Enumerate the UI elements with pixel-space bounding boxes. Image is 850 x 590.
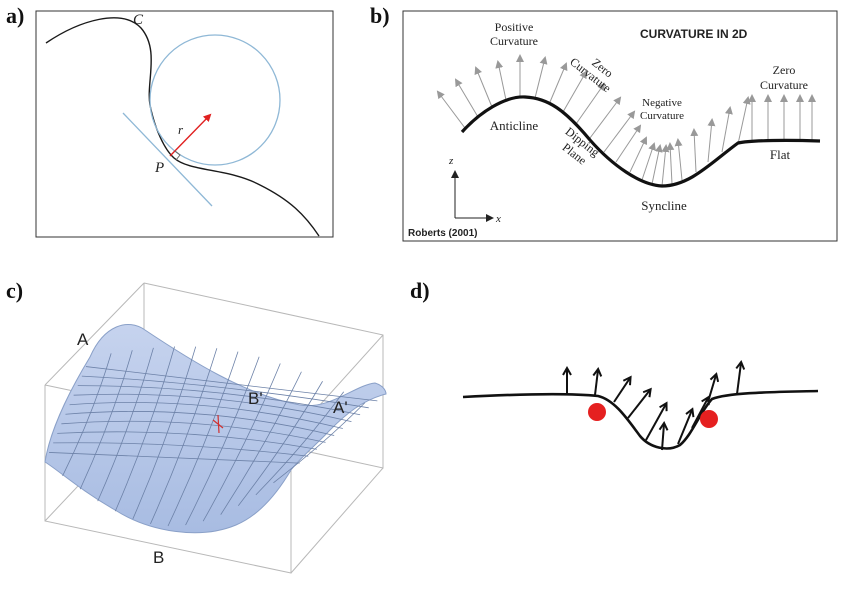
label-zero2-2: Curvature: [760, 78, 808, 92]
grid-line: [237, 381, 323, 506]
surface-grid: [49, 346, 378, 527]
normal-arrow: [737, 363, 741, 395]
tangent-line: [122, 112, 213, 207]
panel-a: a) C r P: [6, 3, 334, 238]
panel-d-label: d): [410, 278, 430, 303]
grid-line: [150, 348, 218, 525]
grid-line: [65, 411, 335, 436]
curve-c-label: C: [133, 12, 144, 28]
normal-vector: [575, 82, 606, 125]
normal-arrow: [677, 410, 692, 445]
label-zero2-1: Zero: [773, 63, 796, 77]
grid-line: [114, 346, 175, 512]
normal-vector: [661, 144, 670, 187]
radius-label: r: [178, 122, 184, 137]
grid-line: [61, 420, 326, 443]
normal-vector: [674, 138, 683, 181]
panel-b-title: CURVATURE IN 2D: [640, 27, 748, 41]
normal-vector: [436, 90, 466, 129]
point-p-label: P: [154, 160, 164, 176]
point-a-prime-label: A': [333, 398, 348, 417]
normal-vector: [454, 78, 479, 118]
grid-line: [49, 452, 300, 464]
normal-arrow: [645, 404, 666, 441]
point-b-label: B: [153, 548, 164, 567]
normal-vector: [615, 124, 642, 163]
normal-vector: [690, 128, 699, 173]
normal-vector: [721, 106, 733, 153]
label-negative-1: Negative: [642, 97, 682, 109]
osculating-circle: [149, 34, 281, 166]
panel-a-frame: [35, 10, 334, 238]
grid-line: [77, 385, 361, 416]
normal-arrow: [595, 370, 598, 396]
normal-vector: [603, 110, 636, 153]
normal-vector: [629, 136, 648, 173]
label-positive-1: Positive: [495, 20, 534, 34]
surface-profile: [462, 389, 819, 450]
panel-d: d): [410, 278, 819, 451]
normal-vector: [562, 70, 587, 113]
panel-c-label: c): [6, 278, 23, 303]
panel-b-frame: [402, 10, 838, 242]
normal-vector: [534, 56, 548, 99]
saddle-point-mark-2: [217, 414, 220, 434]
normal-arrow: [627, 390, 650, 419]
normal-vector: [549, 62, 568, 103]
radius-arrow: [169, 113, 212, 157]
normal-arrows: [567, 363, 741, 451]
normal-arrow: [662, 424, 664, 451]
normal-vector: [737, 96, 751, 145]
point-b-prime-label: B': [248, 389, 263, 408]
grid-line: [85, 366, 378, 402]
grid-line: [220, 371, 302, 515]
panel-b: b) CURVATURE IN 2D Positive Curvature Ze…: [370, 3, 838, 242]
label-syncline: Syncline: [641, 198, 687, 213]
label-flat: Flat: [770, 147, 791, 162]
grid-line: [167, 351, 239, 527]
saddle-surface: [44, 324, 387, 534]
normal-vector: [589, 96, 622, 139]
point-a-label: A: [77, 330, 89, 349]
grid-line: [62, 353, 112, 477]
grid-line: [202, 363, 281, 522]
grid-line: [73, 393, 352, 423]
grid-line: [273, 402, 366, 484]
normal-arrow: [613, 378, 630, 403]
normal-arrow: [707, 375, 716, 403]
normal-arrow: [691, 398, 708, 429]
panel-a-label: a): [6, 3, 24, 28]
label-negative-2: Curvature: [640, 110, 684, 122]
label-anticline: Anticline: [490, 118, 539, 133]
normal-vector: [495, 60, 507, 101]
grid-line: [79, 350, 133, 490]
right-angle-mark: [174, 150, 181, 161]
panel-c: c) A B' A' B: [6, 278, 387, 574]
grid-line: [132, 346, 197, 520]
normal-vector: [651, 144, 663, 185]
inflection-dot-right: [700, 410, 718, 428]
normal-vector: [666, 142, 675, 185]
inflection-dot-left: [588, 403, 606, 421]
label-positive-2: Curvature: [490, 34, 538, 48]
normal-vector: [641, 142, 656, 181]
normal-vector: [707, 118, 716, 163]
grid-line: [53, 442, 309, 457]
fold-profile: [460, 95, 821, 188]
grid-line: [185, 356, 260, 526]
axis-z-label: z: [448, 155, 454, 167]
axis-x-label: x: [495, 213, 501, 225]
normal-vectors: [436, 54, 816, 187]
credit-label: Roberts (2001): [408, 228, 477, 239]
grid-line: [69, 402, 343, 429]
grid-line: [255, 391, 345, 496]
grid-line: [97, 347, 154, 502]
normal-vector: [474, 66, 493, 108]
panel-b-label: b): [370, 3, 390, 28]
